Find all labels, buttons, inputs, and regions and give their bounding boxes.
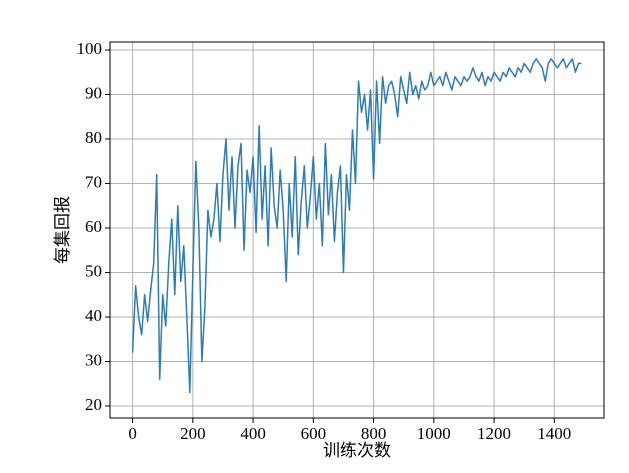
y-tick-label: 90 bbox=[85, 83, 102, 102]
x-tick-label: 1200 bbox=[477, 424, 511, 443]
y-tick-label: 40 bbox=[85, 306, 102, 325]
x-tick-label: 0 bbox=[128, 424, 137, 443]
x-tick-label: 1400 bbox=[537, 424, 571, 443]
x-tick-label: 400 bbox=[240, 424, 266, 443]
y-tick-label: 60 bbox=[85, 217, 102, 236]
y-tick-label: 50 bbox=[85, 261, 102, 280]
y-axis-label: 每集回报 bbox=[53, 196, 72, 264]
plot-frame bbox=[109, 41, 605, 419]
y-tick-label: 80 bbox=[85, 128, 102, 147]
y-tick-label: 70 bbox=[85, 172, 102, 191]
x-tick-label: 1000 bbox=[417, 424, 451, 443]
y-tick-label: 100 bbox=[77, 39, 103, 58]
data-line bbox=[131, 58, 582, 394]
x-tick-label: 600 bbox=[301, 424, 327, 443]
y-tick-label: 20 bbox=[85, 395, 102, 414]
y-tick-label: 30 bbox=[85, 350, 102, 369]
x-axis-label: 训练次数 bbox=[323, 441, 391, 460]
x-tick-label: 200 bbox=[180, 424, 206, 443]
x-tick-label: 800 bbox=[361, 424, 387, 443]
